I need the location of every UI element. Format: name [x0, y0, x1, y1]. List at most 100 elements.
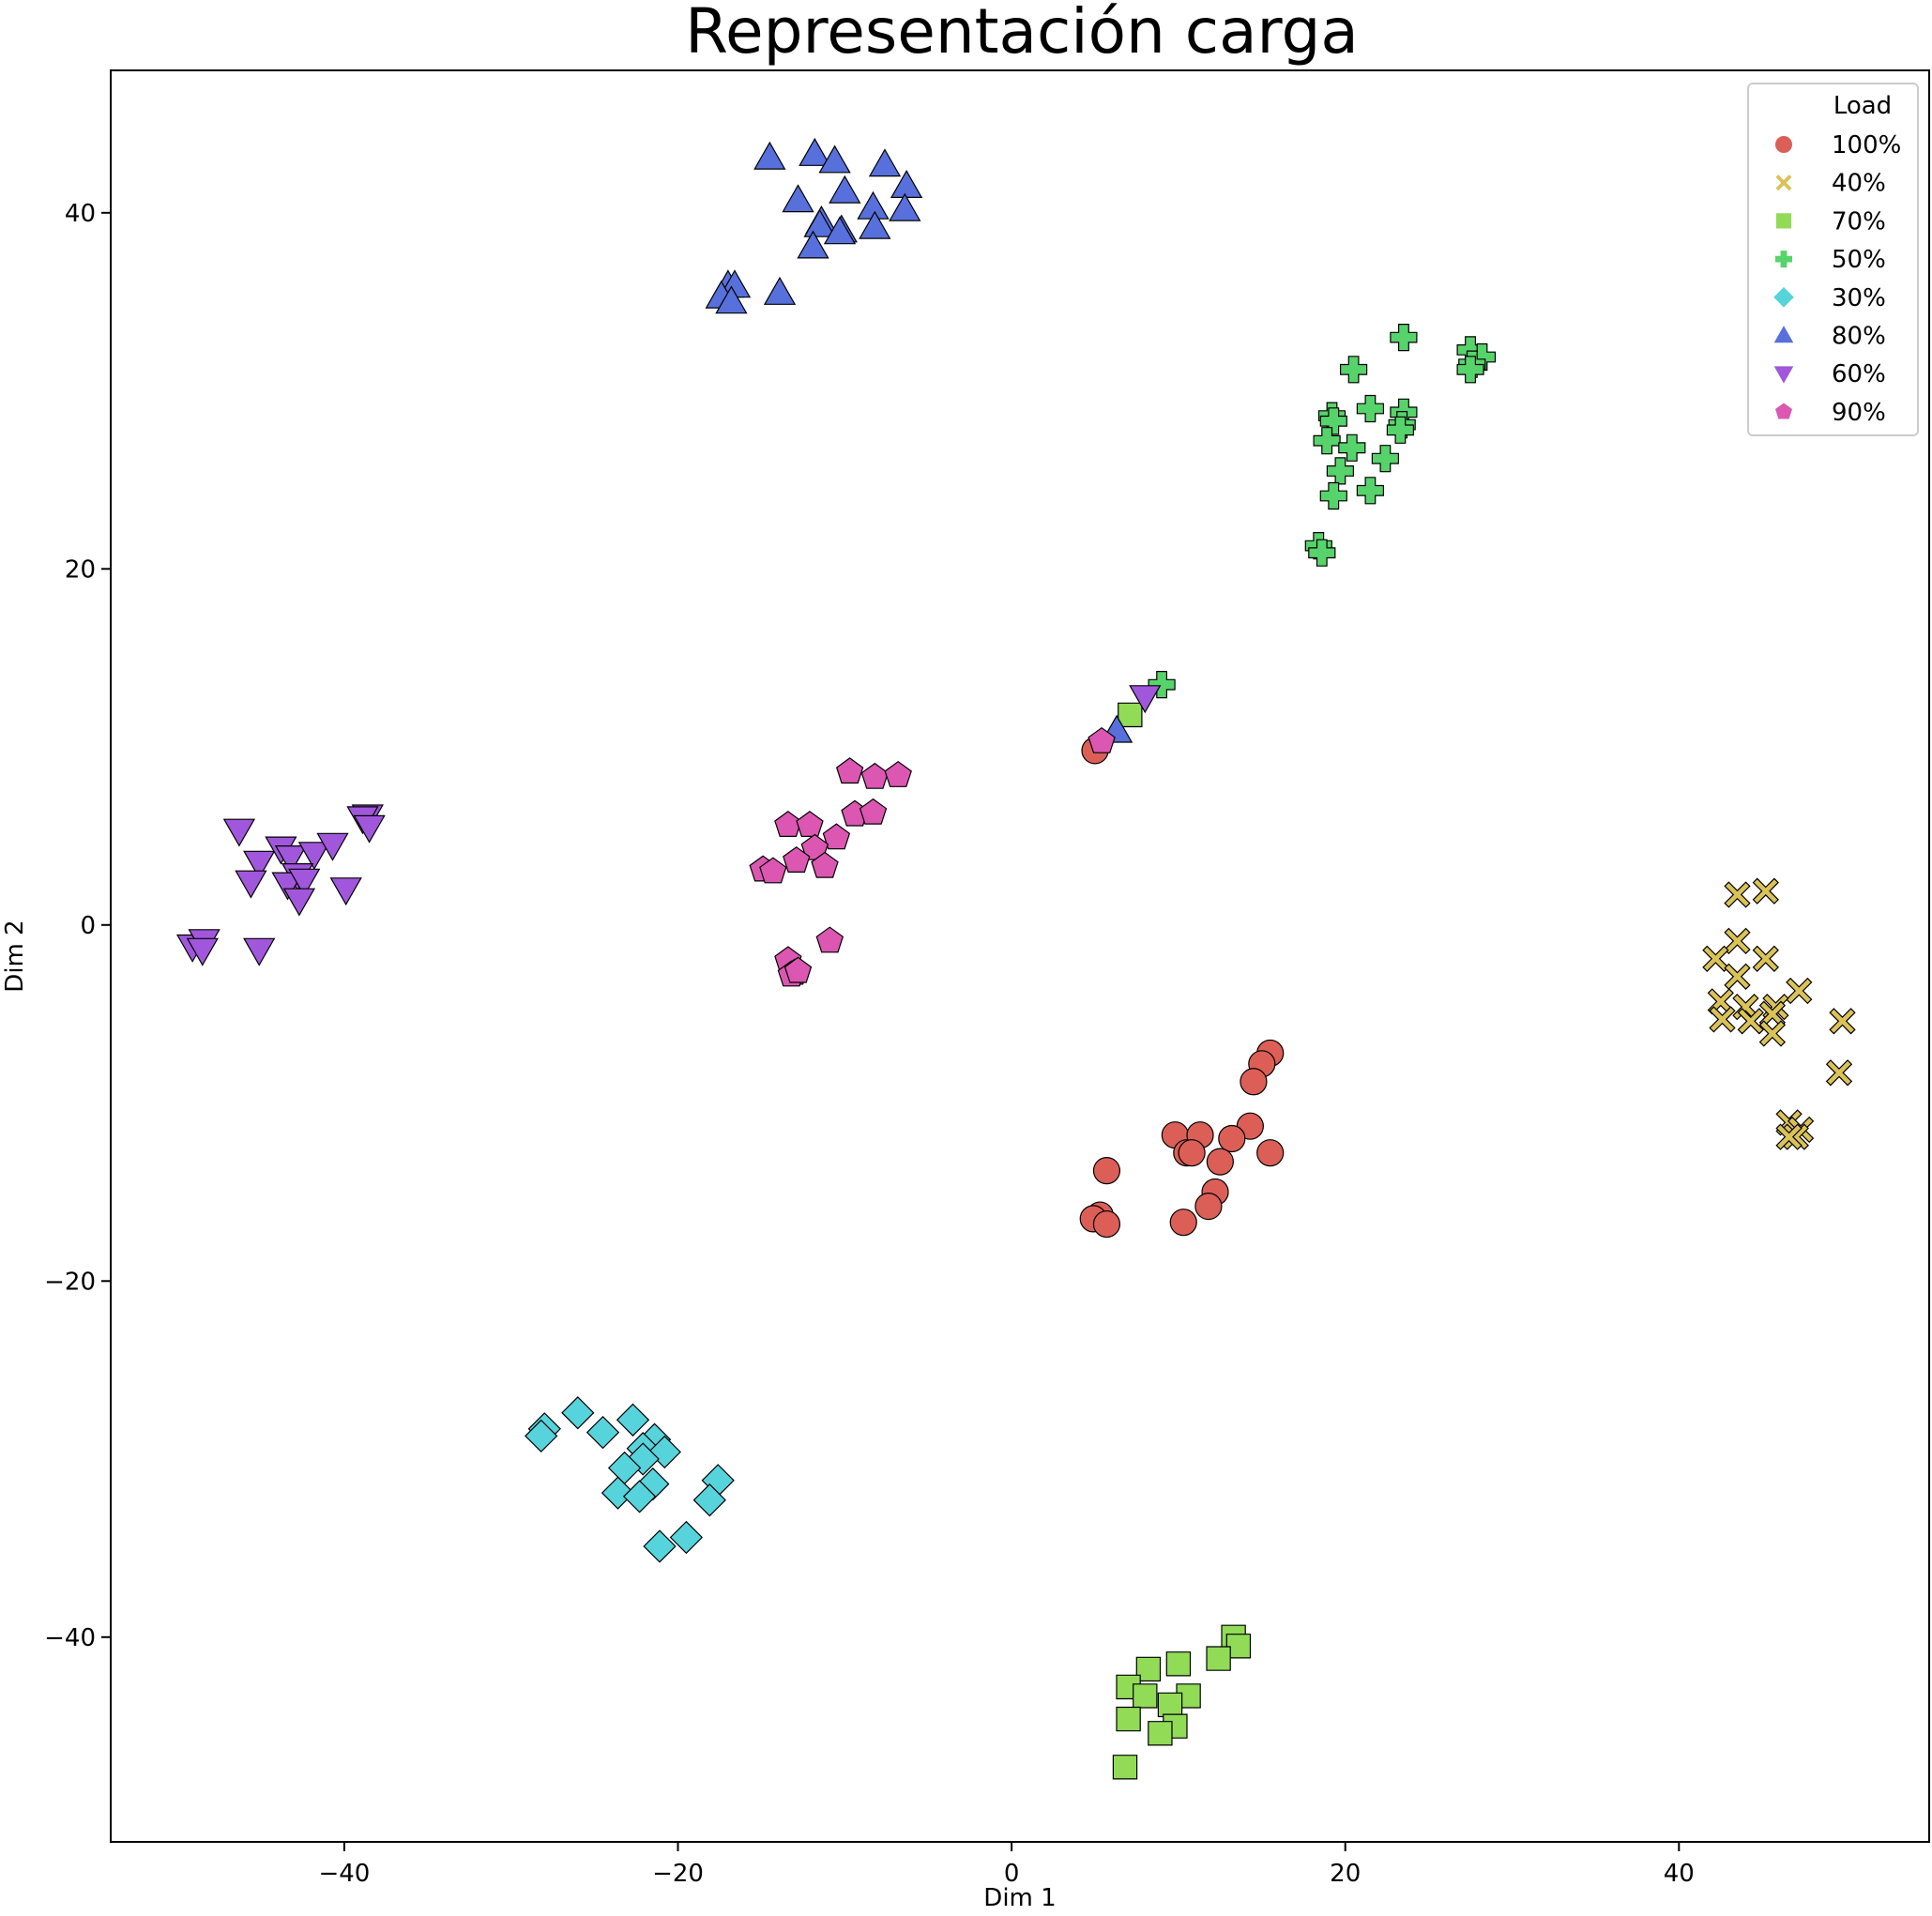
- data-point-60pct: [329, 877, 362, 906]
- x-tick-label: −40: [318, 1860, 370, 1888]
- data-point-80pct: [859, 210, 891, 239]
- legend-label-90pct: 90%: [1832, 399, 1886, 427]
- data-point-50pct: [1326, 457, 1355, 485]
- plot-markers: [175, 137, 1856, 1780]
- data-point-90pct: [859, 798, 888, 825]
- legend-label-30pct: 30%: [1832, 284, 1886, 312]
- data-point-80pct: [753, 141, 786, 170]
- data-point-40pct: [1825, 1059, 1853, 1087]
- data-point-60pct: [288, 868, 321, 897]
- legend-marker-50pct: [1775, 251, 1792, 268]
- data-point-80pct: [782, 184, 814, 213]
- data-point-100pct: [1092, 1209, 1121, 1239]
- data-point-30pct: [643, 1529, 677, 1563]
- data-point-60pct: [235, 870, 267, 899]
- legend-marker-70pct: [1775, 213, 1792, 229]
- data-point-100pct: [1178, 1139, 1206, 1167]
- legend-marker-30pct: [1773, 287, 1794, 308]
- data-point-80pct: [763, 276, 797, 305]
- data-point-100pct: [1194, 1192, 1223, 1221]
- data-point-100pct: [1206, 1148, 1234, 1176]
- data-point-50pct: [1386, 416, 1415, 444]
- x-axis-label: Dim 1: [983, 1884, 1056, 1912]
- data-point-30pct: [692, 1483, 726, 1517]
- data-point-50pct: [1356, 477, 1385, 505]
- data-point-80pct: [797, 230, 829, 259]
- data-point-90pct: [796, 811, 824, 838]
- legend-marker-60pct: [1773, 366, 1794, 384]
- data-point-60pct: [243, 937, 276, 966]
- data-point-40pct: [1758, 1020, 1787, 1047]
- data-point-50pct: [1308, 539, 1336, 567]
- data-point-90pct: [835, 757, 864, 784]
- data-point-90pct: [811, 851, 839, 878]
- data-point-40pct: [1752, 945, 1779, 972]
- y-tick-label: 0: [80, 912, 96, 940]
- data-point-80pct: [803, 208, 836, 237]
- data-point-50pct: [1313, 427, 1341, 455]
- legend-label-100pct: 100%: [1832, 131, 1901, 160]
- data-point-60pct: [1129, 685, 1162, 714]
- data-point-100pct: [1256, 1139, 1285, 1167]
- data-point-40pct: [1758, 1000, 1787, 1027]
- data-point-90pct: [759, 857, 787, 884]
- data-point-50pct: [1319, 481, 1347, 510]
- data-point-50pct: [1148, 670, 1176, 699]
- legend-marker-80pct: [1773, 326, 1794, 343]
- data-point-40pct: [1737, 1008, 1764, 1035]
- data-point-70pct: [1133, 1683, 1158, 1709]
- data-point-40pct: [1702, 945, 1729, 972]
- legend-marker-90pct: [1775, 403, 1792, 419]
- data-point-90pct: [815, 926, 844, 953]
- data-point-70pct: [1157, 1692, 1183, 1718]
- x-tick-label: 20: [1330, 1860, 1361, 1888]
- x-tick-label: −20: [652, 1860, 704, 1888]
- data-point-60pct: [297, 842, 331, 871]
- data-point-60pct: [353, 814, 386, 844]
- data-point-40pct: [1709, 1006, 1736, 1033]
- y-tick-label: 40: [65, 200, 96, 228]
- data-point-80pct: [889, 192, 921, 221]
- data-point-60pct: [222, 818, 256, 847]
- legend: Load 100% 40% 70% 50% 30% 80% 60% 90%: [1747, 83, 1919, 436]
- data-point-90pct: [783, 846, 811, 874]
- data-point-80pct: [818, 144, 851, 174]
- data-point-60pct: [282, 888, 316, 917]
- data-point-90pct: [822, 823, 851, 850]
- y-tick-label: −40: [44, 1624, 96, 1652]
- y-axis-label: Dim 2: [1, 920, 29, 992]
- data-point-70pct: [1165, 1651, 1192, 1677]
- data-point-70pct: [1116, 1706, 1141, 1732]
- data-point-50pct: [1456, 356, 1484, 384]
- chart-title: Representación carga: [685, 0, 1359, 68]
- x-axis: −40 −20 0 20 40: [318, 1842, 1695, 1888]
- y-tick-label: 20: [65, 555, 96, 584]
- data-point-70pct: [1148, 1721, 1173, 1746]
- plot-area-frame: [110, 69, 1930, 1843]
- x-tick-label: 40: [1664, 1860, 1695, 1888]
- data-point-60pct: [243, 850, 276, 879]
- data-point-50pct: [1371, 445, 1400, 473]
- y-axis: −40 −20 0 20 40: [44, 200, 111, 1652]
- data-point-30pct: [669, 1520, 704, 1555]
- data-point-50pct: [1319, 407, 1347, 435]
- data-point-30pct: [525, 1419, 558, 1453]
- data-point-80pct: [823, 216, 857, 245]
- data-point-80pct: [799, 137, 831, 166]
- data-point-50pct: [1356, 394, 1385, 423]
- data-point-50pct: [1390, 324, 1418, 352]
- data-point-80pct: [829, 175, 861, 204]
- legend-marker-100pct: [1775, 136, 1792, 153]
- data-point-60pct: [316, 832, 349, 861]
- data-point-90pct: [1088, 726, 1116, 753]
- data-point-30pct: [616, 1403, 650, 1437]
- data-point-70pct: [1112, 1755, 1138, 1780]
- data-point-70pct: [1135, 1656, 1162, 1682]
- data-point-90pct: [783, 956, 813, 983]
- legend-items: 100% 40% 70% 50% 30% 80% 60% 90%: [1773, 131, 1901, 427]
- legend-box: [1747, 83, 1919, 436]
- data-point-40pct: [1775, 1123, 1803, 1150]
- data-point-40pct: [1829, 1008, 1856, 1035]
- data-point-30pct: [601, 1476, 635, 1510]
